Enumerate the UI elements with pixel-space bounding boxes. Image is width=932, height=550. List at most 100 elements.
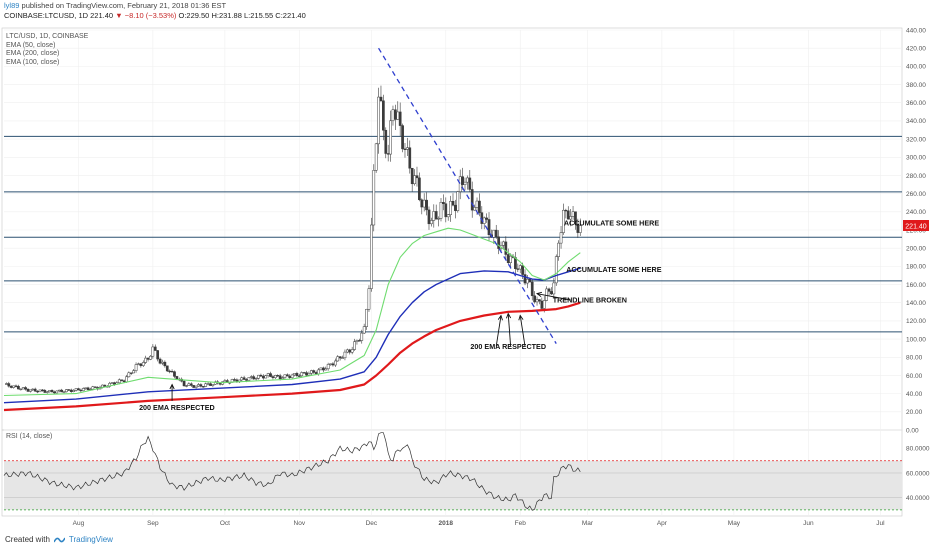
candle-body — [290, 374, 294, 378]
candle-body — [163, 361, 167, 367]
candle-body — [273, 375, 277, 379]
candle-body — [324, 368, 328, 371]
candle-body — [562, 209, 565, 233]
candle-body — [406, 147, 409, 150]
candle-body — [137, 363, 140, 365]
candle-body — [444, 203, 448, 218]
candle-body — [569, 216, 573, 220]
candle-body — [372, 170, 376, 226]
candle-body — [336, 356, 340, 362]
candle-body — [93, 386, 97, 388]
candle-body — [545, 288, 548, 301]
last-price: 221.40 — [90, 11, 114, 20]
candle-body — [394, 109, 397, 120]
symbol-quote-line: COINBASE:LTCUSD, 1D 221.40 ▼ −8.10 (−3.5… — [4, 11, 306, 20]
candle-body — [81, 388, 85, 392]
candle-body — [564, 209, 568, 212]
candle-body — [110, 382, 114, 384]
legend-ema50: EMA (50, close) — [6, 41, 56, 49]
rsi-legend: RSI (14, close) — [6, 433, 53, 440]
candle-body — [204, 383, 208, 387]
candle-body — [487, 219, 491, 235]
candle-body — [442, 201, 445, 204]
candle-body — [425, 199, 428, 211]
candle-body — [521, 265, 524, 275]
candle-body — [45, 391, 49, 393]
candle-body — [353, 341, 356, 350]
candle-body — [146, 357, 150, 360]
main-legend: LTC/USD, 1D, COINBASE EMA (50, close) EM… — [6, 33, 88, 67]
candle-body — [65, 389, 68, 393]
candle-body — [343, 351, 347, 359]
candle-body — [189, 383, 193, 386]
candle-body — [151, 346, 155, 357]
y-tick-label: 380.00 — [906, 82, 926, 89]
candle-body — [288, 375, 292, 378]
candle-body — [194, 385, 198, 388]
candle-body — [451, 201, 455, 206]
candle-body — [333, 360, 337, 366]
annotation-arrow — [507, 313, 512, 347]
rsi-tick-label: 80.0000 — [906, 446, 930, 453]
candle-body — [492, 229, 496, 238]
candle-body — [554, 256, 558, 284]
symbol-label: COINBASE:LTCUSD, 1D — [4, 11, 89, 20]
candle-body — [5, 383, 8, 385]
candle-body — [547, 288, 551, 292]
ema200-line — [3, 301, 581, 412]
candle-body — [170, 371, 174, 373]
candle-body — [396, 111, 400, 120]
y-tick-label: 240.00 — [906, 209, 926, 216]
y-tick-label: 40.00 — [906, 391, 923, 398]
candle-body — [314, 372, 318, 375]
candle-body — [158, 358, 162, 364]
candle-body — [420, 199, 424, 208]
y-tick-label: 400.00 — [906, 64, 926, 71]
candle-body — [113, 382, 116, 385]
publish-line: lyl89 published on TradingView.com, Febr… — [4, 1, 226, 10]
candle-body — [48, 390, 51, 393]
candle-body — [300, 372, 304, 377]
candle-body — [458, 176, 462, 192]
candle-body — [153, 346, 157, 351]
candle-body — [456, 191, 460, 211]
candle-body — [201, 386, 205, 388]
candle-body — [69, 389, 73, 392]
publisher-name[interactable]: lyl89 — [4, 1, 20, 10]
arrow-head — [169, 383, 175, 390]
candle-body — [319, 367, 323, 371]
candle-body — [31, 388, 35, 391]
y-tick-label: 200.00 — [906, 245, 926, 252]
candle-body — [297, 375, 301, 377]
candle-body — [341, 357, 344, 359]
candle-body — [74, 388, 78, 391]
rsi-line — [3, 432, 581, 511]
y-tick-label: 260.00 — [906, 191, 926, 198]
candle-body — [403, 148, 407, 150]
candle-body — [509, 255, 512, 263]
candle-body — [266, 373, 270, 376]
y-tick-label: 80.00 — [906, 355, 923, 362]
candle-body — [305, 372, 308, 376]
candle-body — [91, 386, 95, 390]
candle-body — [197, 384, 200, 387]
candle-body — [129, 372, 133, 374]
published-text: published on TradingView.com, February 2… — [21, 1, 227, 10]
y-tick-label: 280.00 — [906, 173, 926, 180]
candle-body — [434, 211, 438, 220]
candle-body — [168, 370, 172, 373]
arrow-head — [535, 291, 543, 297]
y-tick-label: 120.00 — [906, 318, 926, 325]
rsi-tick-label: 40.0000 — [906, 495, 930, 502]
candle-body — [36, 390, 39, 393]
candle-body — [161, 361, 164, 364]
candle-body — [384, 129, 388, 154]
candle-body — [506, 254, 510, 263]
tradingview-brand[interactable]: TradingView — [68, 535, 113, 544]
y-tick-label: 340.00 — [906, 118, 926, 125]
candle-body — [149, 355, 152, 360]
candle-body — [439, 201, 443, 219]
x-tick-label: May — [728, 520, 741, 527]
candle-body — [240, 377, 244, 381]
